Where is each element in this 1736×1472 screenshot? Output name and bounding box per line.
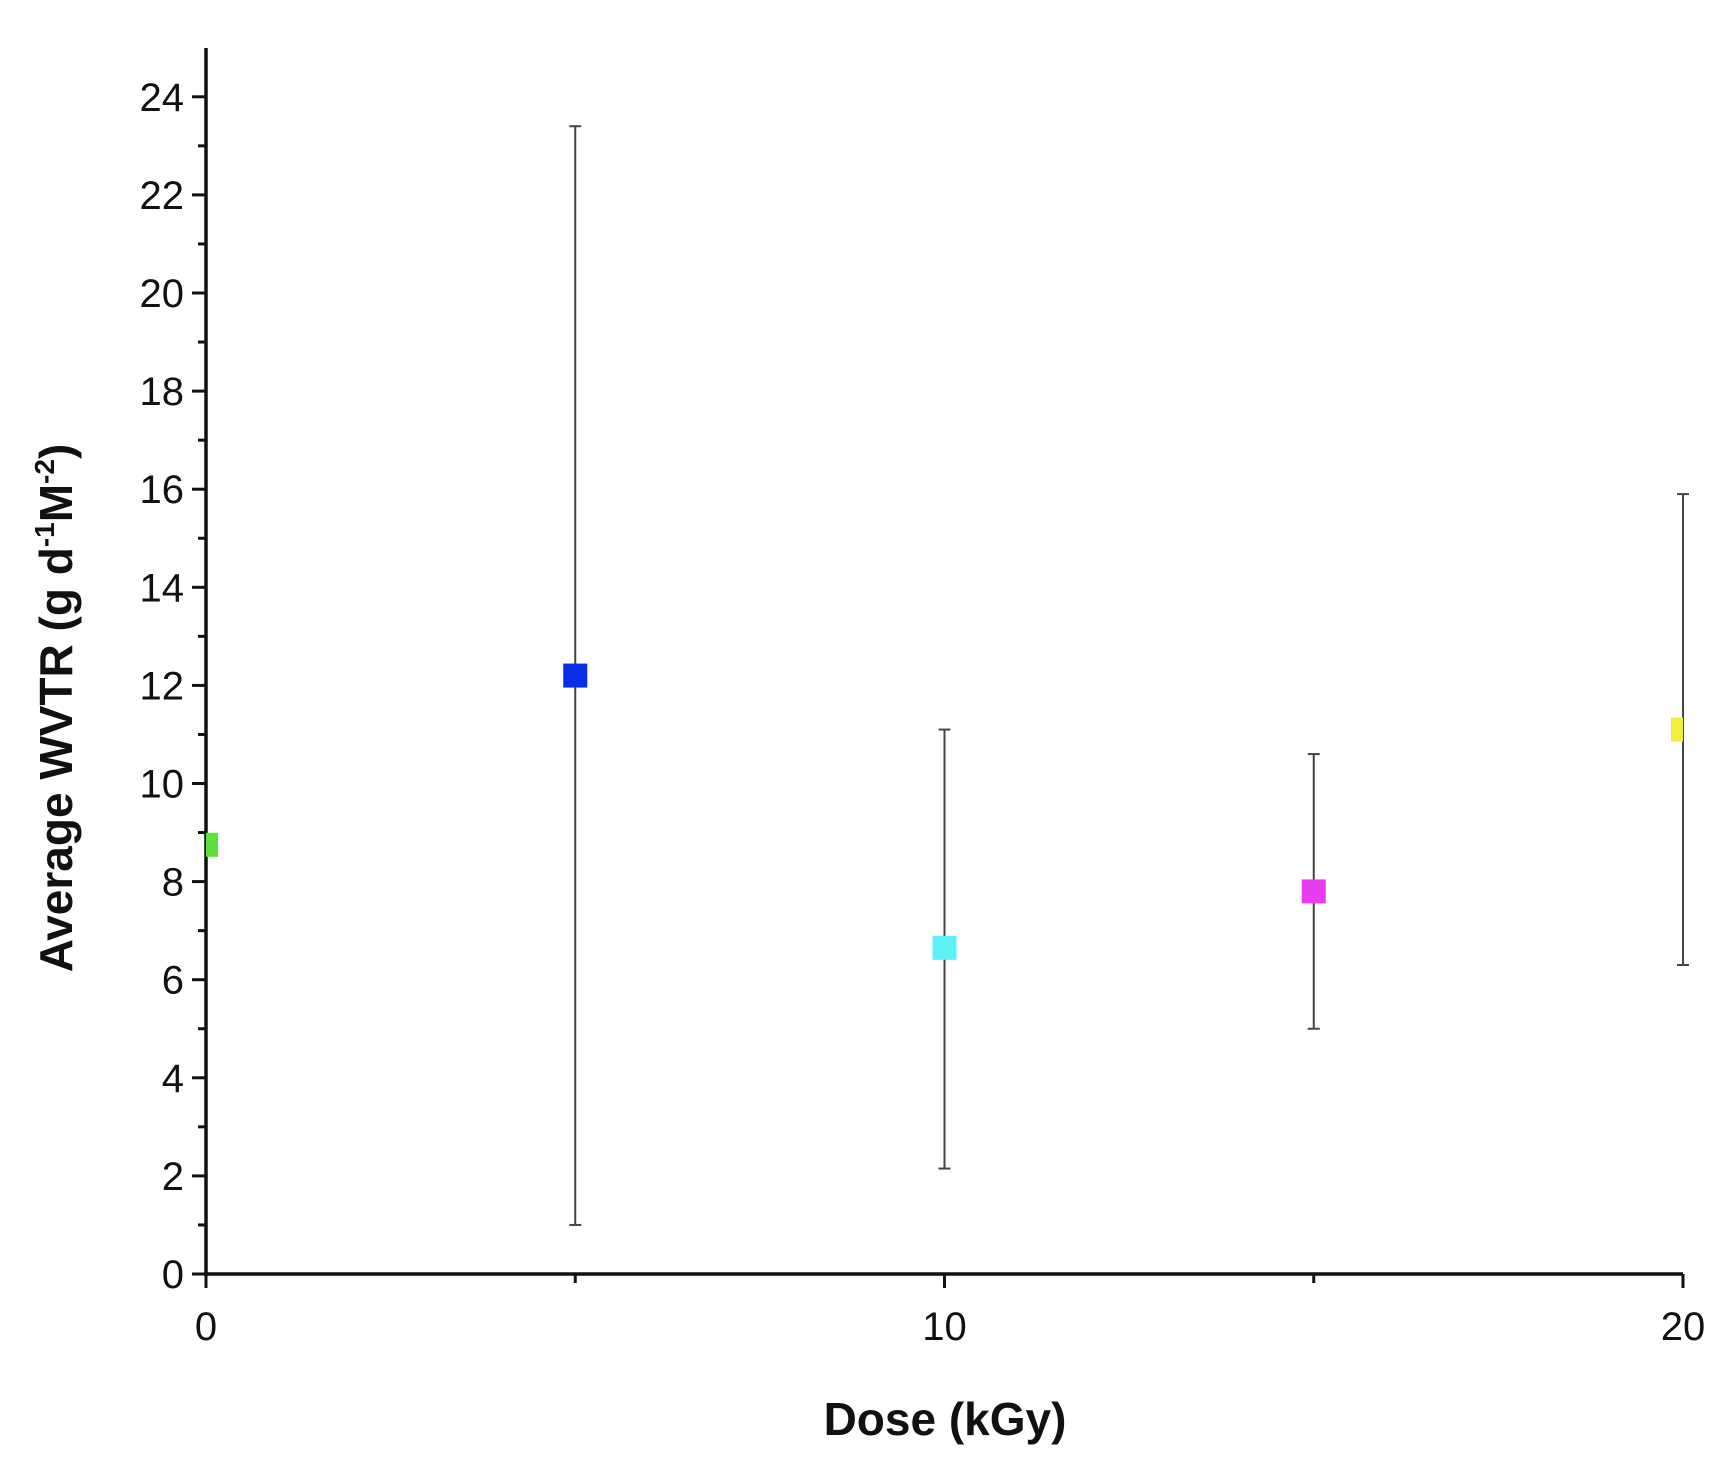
- y-tick-label: 2: [162, 1155, 184, 1199]
- y-tick-label: 4: [162, 1057, 184, 1101]
- data-point: [1301, 879, 1326, 904]
- y-tick-label: 22: [140, 174, 185, 218]
- y-tick-label: 16: [140, 468, 185, 512]
- y-tick-label: 12: [140, 664, 185, 708]
- error-bars: [569, 125, 1689, 1226]
- data-markers: [206, 663, 1683, 960]
- x-tick-label: 20: [1661, 1305, 1706, 1349]
- x-tick-label: 10: [922, 1305, 967, 1349]
- y-axis-title-sup1: -1: [29, 522, 60, 547]
- y-axis-title-main: Average WVTR (g d: [30, 547, 82, 972]
- data-point: [206, 832, 218, 857]
- y-tick-label: 0: [162, 1253, 184, 1297]
- x-axis-title: Dose (kGy): [824, 1393, 1067, 1445]
- y-tick-label: 20: [140, 272, 185, 316]
- y-axis-title: Average WVTR (g d-1M-2): [29, 444, 82, 973]
- data-point: [1671, 717, 1683, 742]
- y-tick-label: 8: [162, 861, 184, 905]
- data-point: [932, 935, 957, 960]
- y-axis-title-unit: M: [30, 484, 82, 522]
- y-tick-label: 24: [140, 76, 185, 120]
- y-tick-label: 6: [162, 959, 184, 1003]
- y-axis-title-end: ): [30, 444, 82, 459]
- y-axis-title-sup2: -2: [29, 459, 60, 484]
- y-tick-label: 14: [140, 566, 185, 610]
- y-tick-label: 18: [140, 370, 185, 414]
- data-point: [563, 663, 588, 688]
- y-tick-label: 10: [140, 763, 185, 807]
- x-tick-label: 0: [195, 1305, 217, 1349]
